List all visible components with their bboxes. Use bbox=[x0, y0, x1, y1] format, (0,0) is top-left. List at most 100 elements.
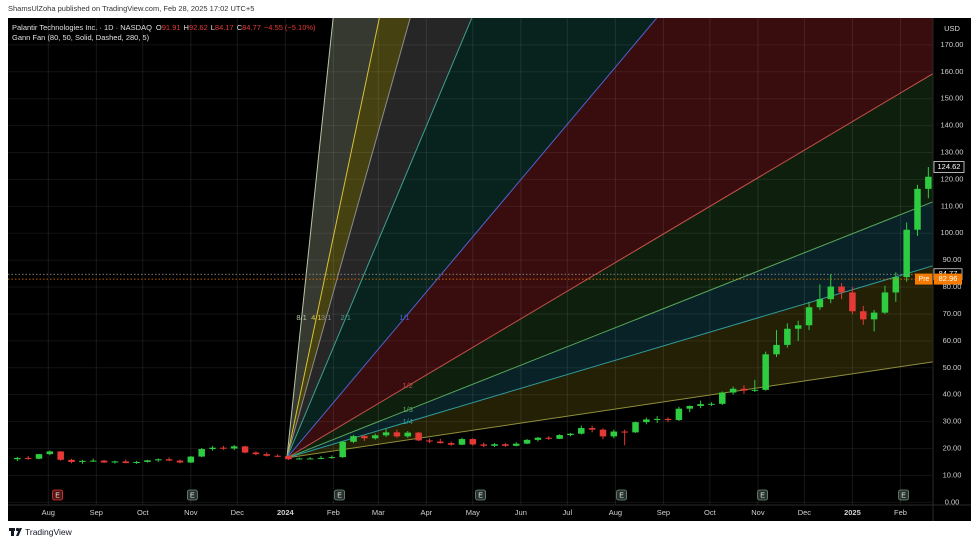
earnings-label: E bbox=[478, 492, 483, 499]
price-tag-box bbox=[934, 273, 962, 285]
ohlc-label: O bbox=[156, 23, 162, 32]
candle-body bbox=[827, 286, 834, 300]
candle-body bbox=[740, 388, 748, 391]
y-tick-label: 150.00 bbox=[941, 94, 964, 103]
candle-body bbox=[122, 461, 130, 464]
candle-body bbox=[458, 439, 466, 445]
logo-part bbox=[16, 528, 22, 536]
ohlc-value: 84.17 bbox=[215, 23, 234, 32]
candle-body bbox=[371, 435, 379, 439]
candle-body bbox=[675, 408, 683, 420]
candle-body bbox=[762, 354, 769, 390]
candle-body bbox=[925, 176, 932, 189]
price-tag-label: Pre bbox=[919, 276, 930, 283]
x-tick-label: Dec bbox=[798, 508, 812, 517]
candle-body bbox=[382, 432, 390, 436]
fan-label: 3/1 bbox=[321, 313, 331, 322]
candle-body bbox=[773, 344, 780, 355]
candle-body bbox=[79, 460, 86, 462]
candle-body bbox=[480, 444, 487, 446]
candles bbox=[14, 167, 932, 464]
candle-body bbox=[632, 422, 639, 433]
candle-body bbox=[784, 328, 791, 345]
y-tick-label: 40.00 bbox=[943, 390, 962, 399]
candle-body bbox=[578, 428, 585, 434]
earnings-marker bbox=[757, 489, 768, 501]
earnings-marker bbox=[475, 489, 486, 501]
ohlc-value: 91.91 bbox=[162, 23, 181, 32]
indicator-legend: Gann Fan (80, 50, Solid, Dashed, 280, 5) bbox=[12, 33, 150, 42]
candle-body bbox=[415, 432, 422, 441]
x-tick-label: Apr bbox=[421, 508, 433, 517]
y-tick-label: 20.00 bbox=[943, 443, 962, 452]
candle-body bbox=[241, 446, 249, 453]
candle-body bbox=[556, 435, 563, 439]
candle-body bbox=[860, 311, 867, 320]
symbol-legend: Palantir Technologies Inc. · 1D · NASDAQ… bbox=[12, 23, 316, 32]
candle-body bbox=[361, 436, 368, 439]
candle-body bbox=[903, 229, 910, 278]
candle-body bbox=[35, 454, 43, 459]
x-tick-label: May bbox=[466, 508, 480, 517]
candle-body bbox=[252, 452, 260, 455]
fan-label: 8/1 bbox=[296, 313, 306, 322]
candle-body bbox=[296, 458, 303, 460]
y-tick-label: 140.00 bbox=[941, 121, 964, 130]
candle-body bbox=[697, 404, 704, 406]
ohlc-label: H bbox=[184, 23, 189, 32]
candle-body bbox=[209, 447, 216, 450]
earnings-marker bbox=[186, 489, 198, 501]
candle-body bbox=[447, 443, 455, 445]
x-tick-label: 2025 bbox=[844, 508, 861, 517]
candle-body bbox=[686, 405, 693, 409]
candle-body bbox=[621, 431, 628, 433]
x-tick-label: Jul bbox=[563, 508, 573, 517]
change: −4.55 bbox=[264, 23, 283, 32]
candle-body bbox=[491, 444, 498, 446]
candle-body bbox=[14, 457, 21, 460]
candle-body bbox=[68, 459, 75, 462]
x-tick-label: 2024 bbox=[277, 508, 295, 517]
earnings-label: E bbox=[337, 492, 342, 499]
axes: Aug Sep Oct Nov Dec 2024 Feb Mar Apr May Jun Jul Aug… bbox=[42, 40, 964, 517]
candle-body bbox=[838, 286, 845, 293]
chart-background bbox=[8, 18, 971, 521]
price-tag-box bbox=[915, 273, 933, 285]
candle-body bbox=[881, 292, 889, 313]
price-tag: 124.62 bbox=[938, 162, 961, 171]
x-tick-label: Oct bbox=[704, 508, 717, 517]
candle-body bbox=[719, 392, 726, 404]
candle-body bbox=[198, 449, 205, 457]
candle-body bbox=[46, 451, 54, 455]
x-tick-label: Feb bbox=[327, 508, 340, 517]
earnings-marker bbox=[616, 489, 627, 501]
candle-body bbox=[100, 460, 108, 463]
candle-body bbox=[144, 460, 151, 462]
y-tick-label: 100.00 bbox=[941, 228, 964, 237]
earnings-label: E bbox=[190, 492, 195, 499]
candle-body bbox=[404, 432, 412, 437]
candle-body bbox=[393, 432, 401, 437]
candle-body bbox=[285, 456, 292, 460]
earnings-label: E bbox=[55, 492, 60, 499]
footer: TradingView bbox=[9, 527, 73, 537]
candle-body bbox=[751, 389, 759, 391]
x-tick-label: Aug bbox=[609, 508, 622, 517]
y-tick-label: 90.00 bbox=[943, 255, 962, 264]
x-tick-label: Sep bbox=[657, 508, 670, 517]
fan-lines: 8/1 4/1 3/1 2/1 1/1 1/2 1/3 1/4 bbox=[286, 18, 933, 459]
candle-body bbox=[187, 456, 195, 463]
x-tick-label: Mar bbox=[372, 508, 385, 517]
candle-body bbox=[57, 451, 64, 460]
candle-body bbox=[545, 437, 552, 439]
earnings-label: E bbox=[760, 492, 765, 499]
candle-body bbox=[794, 325, 802, 329]
fan-zone bbox=[286, 18, 933, 458]
earnings-marker bbox=[52, 489, 63, 501]
candle-body bbox=[317, 457, 325, 459]
currency: USD bbox=[944, 24, 960, 33]
candle-body bbox=[870, 312, 878, 320]
grid bbox=[8, 18, 933, 505]
